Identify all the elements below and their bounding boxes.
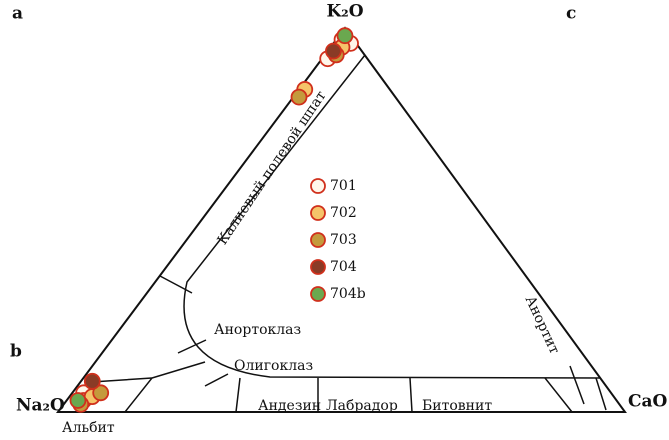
point — [69, 392, 87, 409]
legend-marker — [310, 259, 326, 275]
point — [92, 384, 110, 402]
vertex-label: CaO — [628, 392, 668, 412]
point — [336, 27, 354, 45]
panel-label: b — [10, 342, 22, 362]
legend-marker — [310, 205, 326, 221]
legend-marker — [310, 232, 326, 248]
field-label: Лабрадор — [326, 398, 398, 414]
vertex-label: Na₂O — [16, 396, 65, 416]
field-label: Битовнит — [422, 398, 492, 414]
field-lines — [91, 275, 607, 413]
triangle — [56, 26, 627, 413]
vertex-label: K₂O — [326, 2, 363, 22]
panel-label: c — [566, 4, 576, 24]
legend-label: 703 — [330, 232, 357, 248]
field-boundary — [183, 54, 601, 379]
point — [325, 42, 342, 60]
field-label: Альбит — [62, 420, 115, 436]
legend-marker — [310, 286, 326, 302]
legend-label: 702 — [330, 205, 357, 221]
legend-label: 701 — [330, 178, 357, 194]
legend-label: 704 — [330, 259, 357, 275]
legend-label: 704b — [330, 286, 366, 302]
point — [290, 88, 308, 106]
point — [83, 372, 101, 390]
field-label: Анортоклаз — [214, 322, 301, 338]
field-label: Андезин — [258, 398, 321, 414]
legend-marker — [310, 178, 326, 194]
panel-label: a — [12, 4, 23, 24]
field-label: Олигоклаз — [234, 358, 313, 374]
field-label: Калиевый полевой шпат — [214, 88, 329, 248]
field-label: Анортит — [522, 293, 563, 356]
